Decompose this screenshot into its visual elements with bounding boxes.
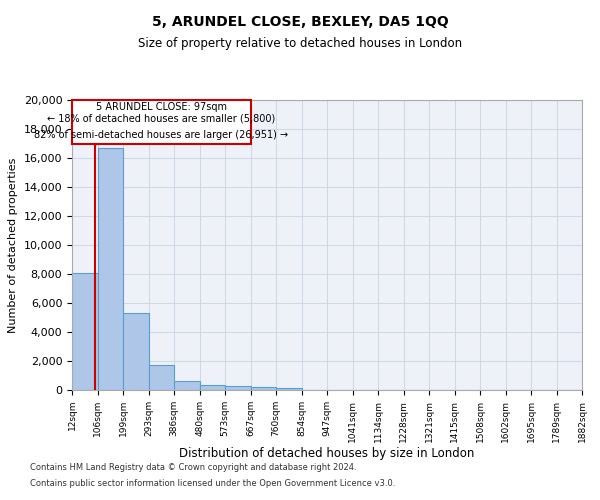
Text: ← 18% of detached houses are smaller (5,800): ← 18% of detached houses are smaller (5,… <box>47 114 275 124</box>
Text: 5 ARUNDEL CLOSE: 97sqm: 5 ARUNDEL CLOSE: 97sqm <box>96 102 227 113</box>
Bar <box>225 386 251 390</box>
Text: Contains HM Land Registry data © Crown copyright and database right 2024.: Contains HM Land Registry data © Crown c… <box>30 464 356 472</box>
Bar <box>72 272 98 390</box>
Text: Size of property relative to detached houses in London: Size of property relative to detached ho… <box>138 38 462 51</box>
Text: 82% of semi-detached houses are larger (26,951) →: 82% of semi-detached houses are larger (… <box>34 130 289 140</box>
Text: 5, ARUNDEL CLOSE, BEXLEY, DA5 1QQ: 5, ARUNDEL CLOSE, BEXLEY, DA5 1QQ <box>152 15 448 29</box>
Y-axis label: Number of detached properties: Number of detached properties <box>8 158 18 332</box>
Bar <box>276 388 302 390</box>
Bar <box>98 148 123 390</box>
Bar <box>251 387 276 390</box>
Bar <box>174 380 200 390</box>
Bar <box>149 364 174 390</box>
Bar <box>123 313 149 390</box>
FancyBboxPatch shape <box>72 100 251 144</box>
X-axis label: Distribution of detached houses by size in London: Distribution of detached houses by size … <box>179 448 475 460</box>
Text: Contains public sector information licensed under the Open Government Licence v3: Contains public sector information licen… <box>30 478 395 488</box>
Bar <box>200 385 225 390</box>
